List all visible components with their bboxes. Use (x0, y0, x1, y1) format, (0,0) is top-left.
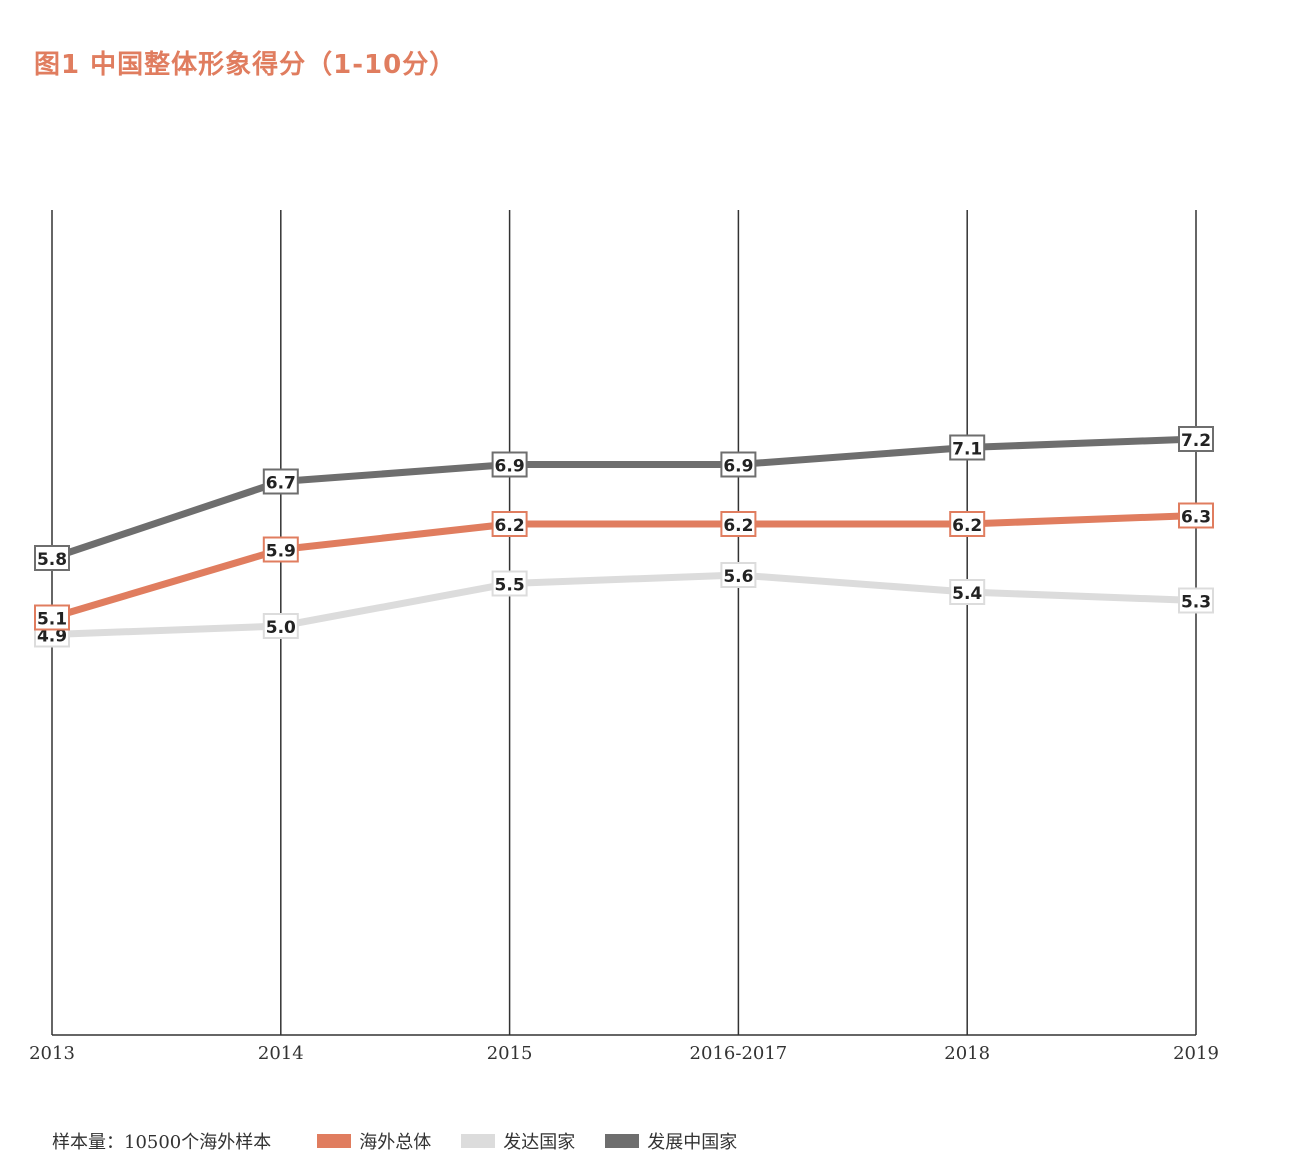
data-label-text: 6.2 (952, 516, 982, 536)
data-label-box (949, 434, 986, 461)
x-tick-label: 2018 (944, 1043, 990, 1064)
data-label-text: 7.1 (952, 440, 982, 460)
data-label-text: 5.0 (266, 618, 296, 638)
data-label-text: 5.6 (723, 567, 753, 587)
legend-item-developed: 发达国家 (461, 1128, 575, 1154)
data-label-box (720, 451, 757, 478)
x-tick-label: 2019 (1173, 1043, 1219, 1064)
data-label: 5.6 (720, 562, 757, 588)
legend-swatch (461, 1134, 496, 1148)
data-label-text: 6.7 (266, 474, 296, 494)
data-label-box (720, 511, 757, 537)
data-label: 6.3 (1178, 502, 1214, 529)
data-label-box (949, 511, 986, 537)
data-label-box (949, 579, 986, 605)
data-label: 6.9 (720, 451, 757, 478)
data-label: 7.1 (949, 434, 986, 461)
data-label-box (1178, 502, 1214, 529)
series-line (48, 435, 1200, 562)
data-label: 5.0 (262, 613, 299, 639)
data-label-box (1178, 587, 1214, 614)
data-label: 5.5 (491, 570, 528, 597)
x-tick-label: 2016-2017 (690, 1043, 788, 1064)
data-label-text: 5.3 (1181, 593, 1211, 613)
line-chart: 2013 2014 2015 2016-2017 2018 2019 4.9 5.0 5.5 5… (29, 210, 1219, 1064)
chart-title: 图1 中国整体形象得分（1-10分） (34, 50, 457, 80)
data-label: 5.4 (949, 579, 986, 605)
x-tick-label: 2015 (487, 1043, 533, 1064)
data-label: 6.9 (491, 451, 528, 478)
chart-footer: 样本量：10500个海外样本 海外总体 发达国家 发展中国家 (52, 1126, 767, 1156)
data-label: 5.1 (34, 604, 70, 631)
data-label-box (491, 451, 528, 478)
data-label: 5.9 (262, 536, 299, 563)
data-label: 6.2 (491, 511, 528, 537)
legend-item-overseas-total: 海外总体 (317, 1128, 431, 1154)
data-label-text: 5.5 (495, 576, 525, 596)
data-label: 5.3 (1178, 587, 1214, 614)
data-label-text: 4.9 (37, 627, 67, 647)
data-label-text: 6.9 (495, 457, 525, 477)
data-label-text: 6.2 (723, 516, 753, 536)
data-label: 6.2 (949, 511, 986, 537)
legend-label: 发达国家 (503, 1132, 576, 1153)
data-label-box (491, 570, 528, 597)
legend-item-developing: 发展中国家 (605, 1128, 737, 1154)
data-labels: 4.9 5.0 5.5 5.6 5.4 5.3 5.1 5.9 6.2 6.2 6.2 6.3 5.8 6… (34, 426, 1214, 648)
series-lines (48, 435, 1200, 638)
data-label: 6.7 (262, 468, 299, 495)
data-label-box (34, 545, 70, 571)
gridlines (51, 210, 1197, 1035)
data-label-box (34, 604, 70, 631)
data-label: 6.2 (720, 511, 757, 537)
data-label-text: 6.9 (723, 457, 753, 477)
sample-size-note: 样本量：10500个海外样本 (52, 1132, 272, 1153)
data-label-text: 5.9 (266, 542, 296, 562)
x-tick-label: 2013 (29, 1043, 75, 1064)
data-label-text: 5.4 (952, 584, 982, 604)
data-label: 5.8 (34, 545, 70, 571)
data-label-box (262, 468, 299, 495)
legend-swatch (317, 1134, 352, 1148)
data-label-text: 5.8 (37, 550, 67, 570)
data-label-text: 6.2 (495, 516, 525, 536)
data-label-text: 5.1 (37, 610, 67, 630)
legend-label: 海外总体 (359, 1132, 432, 1153)
x-tick-label: 2014 (258, 1043, 304, 1064)
data-label-box (1178, 426, 1214, 452)
data-label-box (262, 536, 299, 563)
data-label-text: 7.2 (1181, 431, 1211, 451)
data-label-box (262, 613, 299, 639)
series-line (48, 571, 1200, 638)
series-line (48, 512, 1200, 621)
legend-swatch (605, 1134, 640, 1148)
data-label: 7.2 (1178, 426, 1214, 452)
data-label-box (720, 562, 757, 588)
legend-label: 发展中国家 (647, 1132, 738, 1153)
data-label-text: 6.3 (1181, 508, 1211, 528)
x-axis: 2013 2014 2015 2016-2017 2018 2019 (29, 1034, 1219, 1064)
data-label-box (491, 511, 528, 537)
